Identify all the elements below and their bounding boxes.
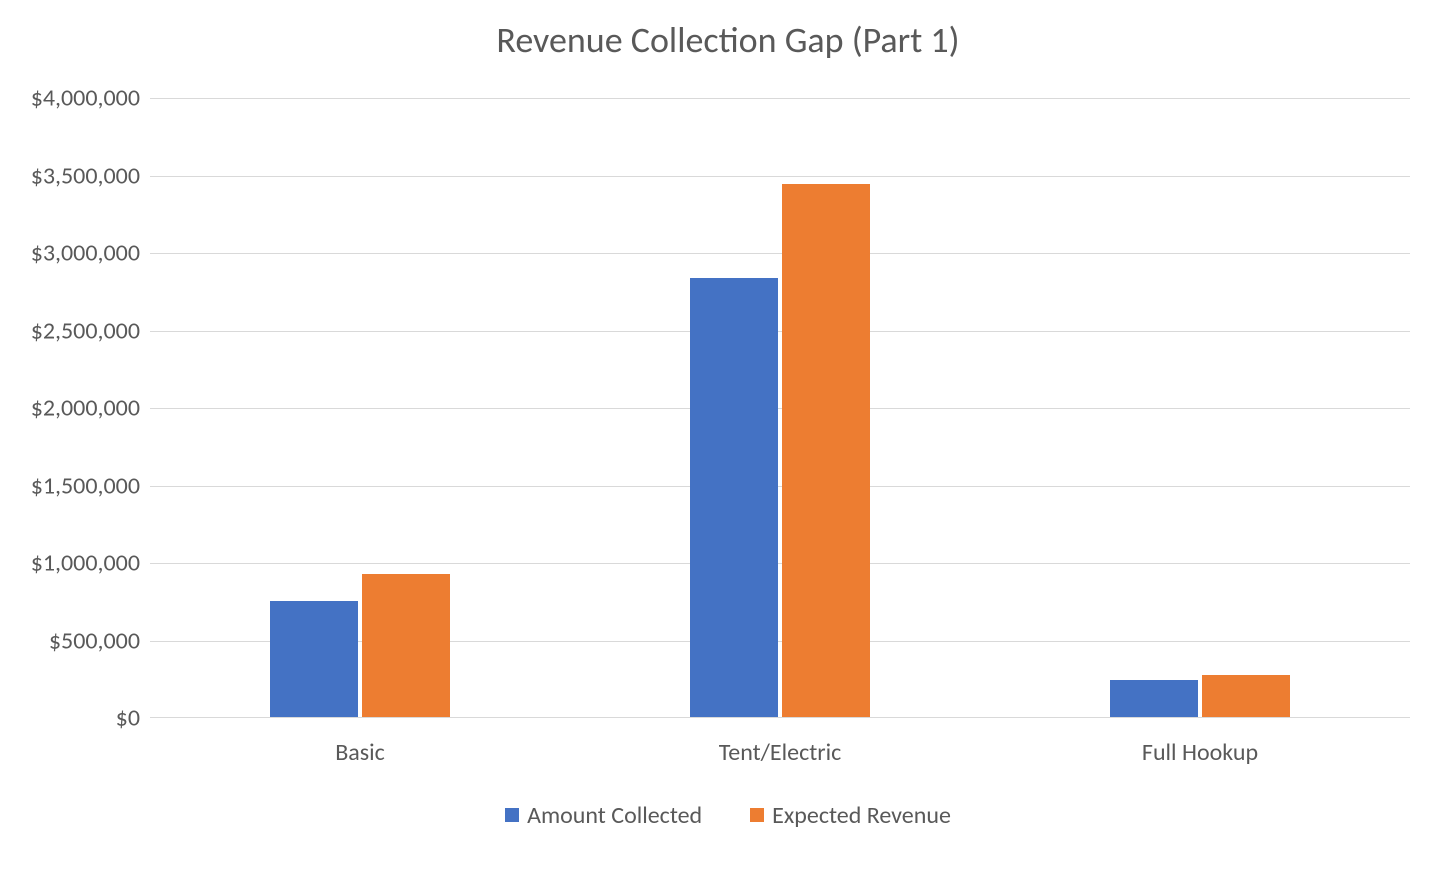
ytick-label: $4,000,000	[0, 84, 140, 113]
ytick-label: $3,500,000	[0, 161, 140, 190]
legend-swatch	[505, 808, 519, 822]
ytick-label: $1,000,000	[0, 549, 140, 578]
bar	[782, 184, 870, 717]
bar	[362, 574, 450, 717]
gridline	[150, 331, 1410, 332]
ytick-label: $3,000,000	[0, 239, 140, 268]
legend-swatch	[750, 808, 764, 822]
gridline	[150, 563, 1410, 564]
revenue-chart: Revenue Collection Gap (Part 1) Amount C…	[0, 0, 1456, 886]
gridline	[150, 486, 1410, 487]
bar	[1202, 675, 1290, 717]
plot-area	[150, 98, 1410, 718]
bar	[1110, 680, 1198, 717]
xtick-label: Full Hookup	[1142, 738, 1258, 767]
chart-title: Revenue Collection Gap (Part 1)	[0, 18, 1456, 62]
legend: Amount Collected Expected Revenue	[0, 800, 1456, 830]
ytick-label: $2,500,000	[0, 316, 140, 345]
xtick-label: Tent/Electric	[719, 738, 842, 767]
legend-label: Expected Revenue	[772, 801, 951, 830]
gridline	[150, 408, 1410, 409]
ytick-label: $500,000	[0, 626, 140, 655]
ytick-label: $0	[0, 704, 140, 733]
xtick-label: Basic	[335, 738, 385, 767]
legend-item: Amount Collected	[505, 801, 702, 830]
legend-item: Expected Revenue	[750, 801, 951, 830]
ytick-label: $2,000,000	[0, 394, 140, 423]
gridline	[150, 253, 1410, 254]
bar	[270, 601, 358, 717]
bar	[690, 278, 778, 717]
gridline	[150, 176, 1410, 177]
gridline	[150, 98, 1410, 99]
ytick-label: $1,500,000	[0, 471, 140, 500]
legend-label: Amount Collected	[527, 801, 702, 830]
